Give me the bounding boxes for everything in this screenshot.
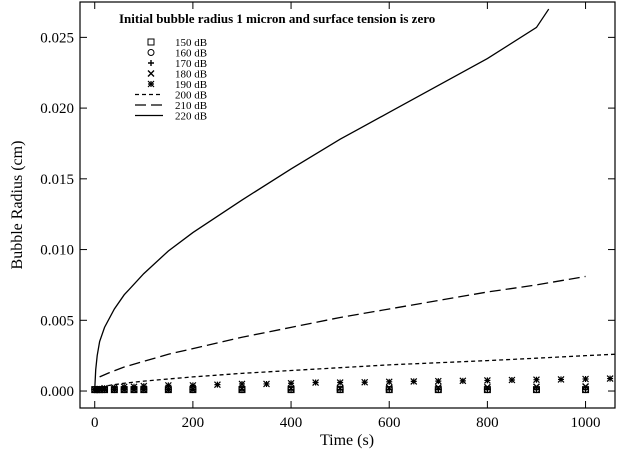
x-axis-title: Time (s) — [320, 432, 374, 449]
point-190-db — [410, 377, 418, 385]
legend-label-220-db: 220 dB — [175, 111, 207, 123]
y-tick-label: 0.010 — [40, 243, 74, 259]
point-190-db — [434, 377, 442, 385]
point-190-db — [238, 380, 246, 388]
point-190-db — [582, 375, 589, 383]
legend-swatch-170-db — [148, 60, 154, 66]
x-tick-label: 600 — [378, 415, 401, 431]
point-190-db — [93, 386, 101, 394]
point-190-db — [214, 381, 221, 389]
point-190-db — [140, 382, 148, 390]
point-190-db — [483, 376, 491, 384]
point-180-db — [385, 384, 393, 392]
legend-label-180-db: 180 dB — [175, 69, 207, 81]
point-190-db — [361, 378, 369, 386]
point-190-db — [110, 384, 118, 391]
point-190-db — [459, 377, 467, 385]
x-tick-label: 400 — [280, 415, 303, 431]
x-tick-label: 1000 — [571, 415, 601, 431]
point-190-db — [336, 379, 344, 386]
legend-swatch-160-db — [147, 49, 155, 56]
plot-frame — [79, 1, 616, 409]
axis-ticks: 0 200 400 600 800 1000 0.000 0.005 0.010 0.015 0.0… — [40, 2, 615, 431]
legend-swatch-190-db — [147, 80, 155, 88]
legend-label-160-db: 160 dB — [175, 48, 207, 60]
point-190-db — [385, 378, 393, 386]
x-tick-label: 200 — [182, 415, 205, 431]
legend-swatch-150-db — [147, 38, 155, 46]
point-180-db — [483, 383, 491, 391]
point-190-db — [606, 375, 614, 383]
point-170-db — [582, 386, 589, 393]
point-190-db — [508, 376, 516, 384]
point-190-db — [96, 385, 104, 393]
y-axis-title: Bubble Radius (cm) — [9, 141, 26, 270]
legend-label-190-db: 190 dB — [175, 79, 207, 91]
point-180-db — [336, 384, 344, 392]
point-190-db — [533, 376, 540, 384]
point-190-db — [287, 379, 295, 387]
y-tick-label: 0.005 — [40, 313, 74, 329]
point-180-db — [532, 383, 540, 391]
series-layer — [91, 8, 616, 394]
point-180-db — [287, 384, 295, 392]
legend-label-210-db: 210 dB — [175, 100, 207, 112]
point-190-db — [164, 381, 172, 389]
point-180-db — [582, 383, 590, 390]
legend-label-200-db: 200 dB — [175, 90, 207, 102]
point-190-db — [120, 383, 128, 391]
legend-label-150-db: 150 dB — [175, 37, 207, 49]
x-tick-label: 0 — [91, 415, 99, 431]
y-tick-label: 0.015 — [40, 172, 74, 188]
point-190-db — [130, 383, 138, 391]
point-180-db — [238, 385, 246, 393]
series-line-200-db — [94, 353, 616, 391]
point-190-db — [557, 375, 565, 383]
y-tick-label: 0.025 — [40, 30, 74, 46]
point-190-db — [101, 384, 108, 392]
x-tick-label: 800 — [476, 415, 499, 431]
y-tick-label: 0.020 — [40, 101, 74, 117]
chart-title: Initial bubble radius 1 micron and surfa… — [119, 11, 435, 26]
y-tick-label: 0.000 — [40, 384, 74, 400]
point-190-db — [189, 381, 197, 389]
point-190-db — [312, 379, 320, 386]
series-line-220-db — [94, 8, 550, 390]
legend-swatch-180-db — [147, 70, 155, 77]
point-180-db — [434, 383, 442, 391]
point-190-db — [263, 380, 270, 388]
series-line-210-db — [99, 275, 586, 378]
legend-label-170-db: 170 dB — [175, 58, 207, 70]
